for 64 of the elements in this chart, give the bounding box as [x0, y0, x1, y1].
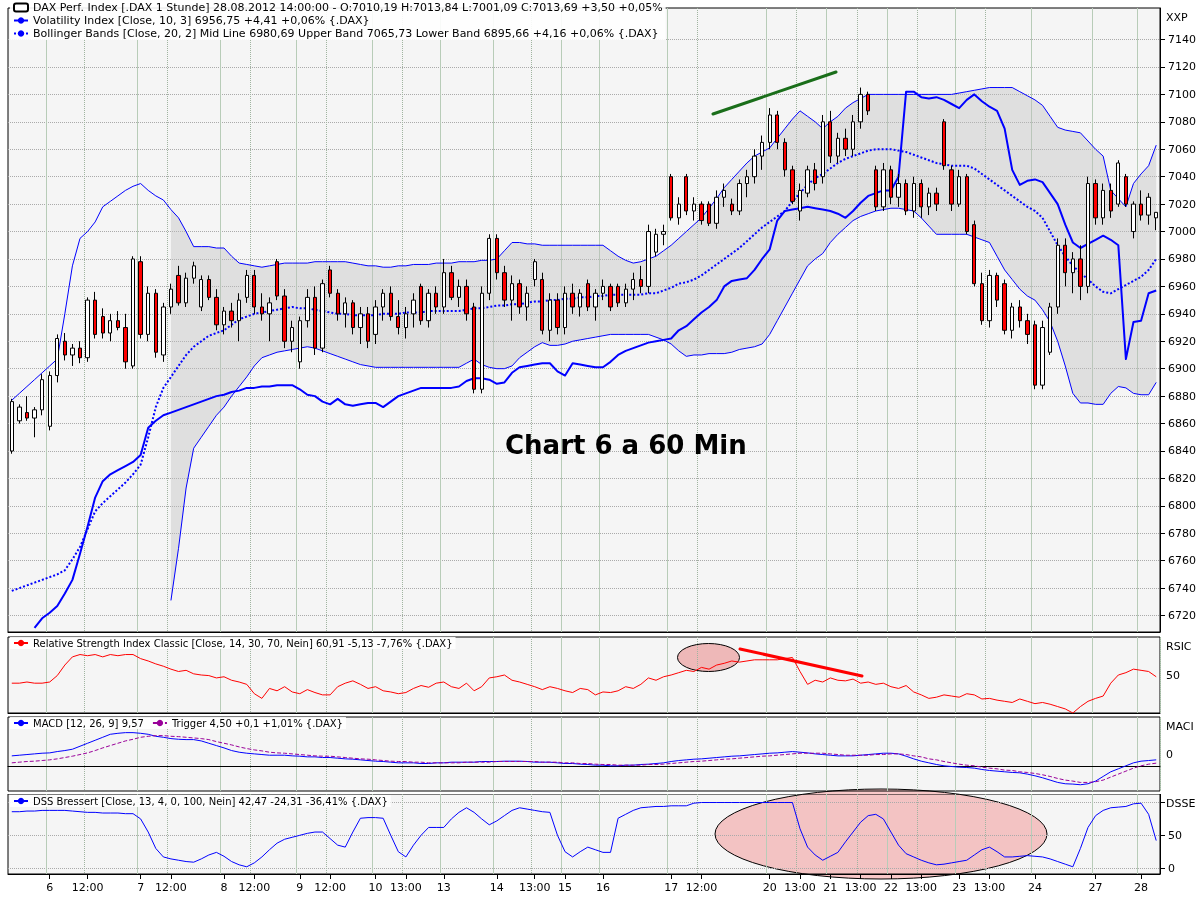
x-tick-label: 8: [220, 881, 228, 894]
legend-label: DAX Perf. Index [.DAX 1 Stunde] 28.08.2012 14:00:00 - O:7010,19 H:7013,84 L:7001,09 C:7013,69 +3,50 +0,05%: [33, 1, 663, 14]
x-tick-label: 13:00: [844, 881, 877, 894]
y-tick-label: 6880: [1168, 389, 1196, 403]
x-tick-label: 21: [823, 881, 838, 894]
legend-label: DSS Bressert [Close, 13, 4, 0, 100, Nein] 42,47 -24,31 -36,41% {.DAX}: [33, 795, 388, 807]
y-tick-label: 7040: [1168, 170, 1196, 184]
x-tick-label: 23: [952, 881, 967, 894]
y-tick-label: 6780: [1168, 526, 1196, 540]
y-tick-label: 7140: [1168, 33, 1196, 47]
x-tick-label: 12:00: [238, 881, 271, 894]
y-tick-label: 7060: [1168, 142, 1196, 156]
y-tick-label: 50: [1168, 828, 1182, 842]
y-tick-label: 6900: [1168, 362, 1196, 376]
y-tick-label: 6840: [1168, 444, 1196, 458]
y-axis-title: DSSE: [1166, 797, 1196, 810]
x-tick-label: 27: [1088, 881, 1103, 894]
y-tick-label: 6800: [1168, 499, 1196, 513]
x-tick-label: 13:00: [905, 881, 938, 894]
legend-label: MACD [12, 26, 9] 9,57: [33, 717, 144, 729]
x-tick-label: 24: [1027, 881, 1042, 894]
annotation: Chart 6 a 60 Min: [505, 430, 747, 460]
x-tick-label: 13:00: [518, 881, 551, 894]
x-tick-label: 22: [883, 881, 898, 894]
x-tick-label: 6: [46, 881, 54, 894]
x-tick-label: 9: [296, 881, 304, 894]
x-tick-label: 28: [1134, 881, 1149, 894]
y-tick-label: 7020: [1168, 197, 1196, 211]
x-tick-label: 12:00: [155, 881, 187, 894]
y-tick-label: 7080: [1168, 115, 1196, 129]
x-tick-label: 12:00: [685, 881, 718, 894]
y-tick-label: 6980: [1168, 252, 1196, 266]
y-tick-label: 6940: [1168, 307, 1196, 321]
y-axis-title: MACI: [1166, 720, 1194, 733]
x-tick-label: 10: [368, 881, 383, 894]
x-tick-label: 13:00: [973, 881, 1006, 894]
y-tick-label: 7000: [1168, 225, 1196, 239]
x-tick-label: 14: [489, 881, 504, 894]
x-tick-label: 13: [436, 881, 451, 894]
y-axis-title: XXP: [1166, 11, 1189, 24]
legend-label: Volatility Index [Close, 10, 3] 6956,75 +4,41 +0,06% {.DAX}: [33, 14, 370, 27]
y-tick-label: 6740: [1168, 581, 1196, 595]
y-tick-label: 6960: [1168, 279, 1196, 293]
y-tick-label: 7120: [1168, 60, 1196, 74]
y-tick-label: 6760: [1168, 554, 1196, 568]
x-tick-label: 20: [762, 881, 777, 894]
legend-label: Bollinger Bands [Close, 20, 2] Mid Line 6980,69 Upper Band 7065,73 Lower Band 6895,66 +4,16 +0,06% {.DAX}: [33, 27, 659, 40]
x-tick-label: 13:00: [784, 881, 816, 894]
y-tick-label: 7100: [1168, 87, 1196, 101]
y-tick-label: 6720: [1168, 609, 1196, 623]
legend-label: Trigger 4,50 +0,1 +1,01% {.DAX}: [170, 717, 343, 729]
x-tick-label: 17: [664, 881, 679, 894]
y-tick-label: 6820: [1168, 471, 1196, 485]
y-tick-label: 6920: [1168, 334, 1196, 348]
x-tick-label: 13:00: [390, 881, 422, 894]
y-tick-label: 6860: [1168, 417, 1196, 431]
x-tick-label: 7: [137, 881, 145, 894]
x-tick-label: 15: [558, 881, 573, 894]
y-axis-title: RSIC: [1166, 640, 1192, 653]
x-tick-label: 16: [595, 881, 610, 894]
legend-label: Relative Strength Index Classic [Close, 14, 30, 70, Nein] 60,91 -5,13 -7,76% {.DAX}: [33, 637, 453, 649]
y-tick-label: 0: [1168, 861, 1175, 875]
x-tick-label: 12:00: [71, 881, 104, 894]
x-tick-label: 12:00: [314, 881, 346, 894]
